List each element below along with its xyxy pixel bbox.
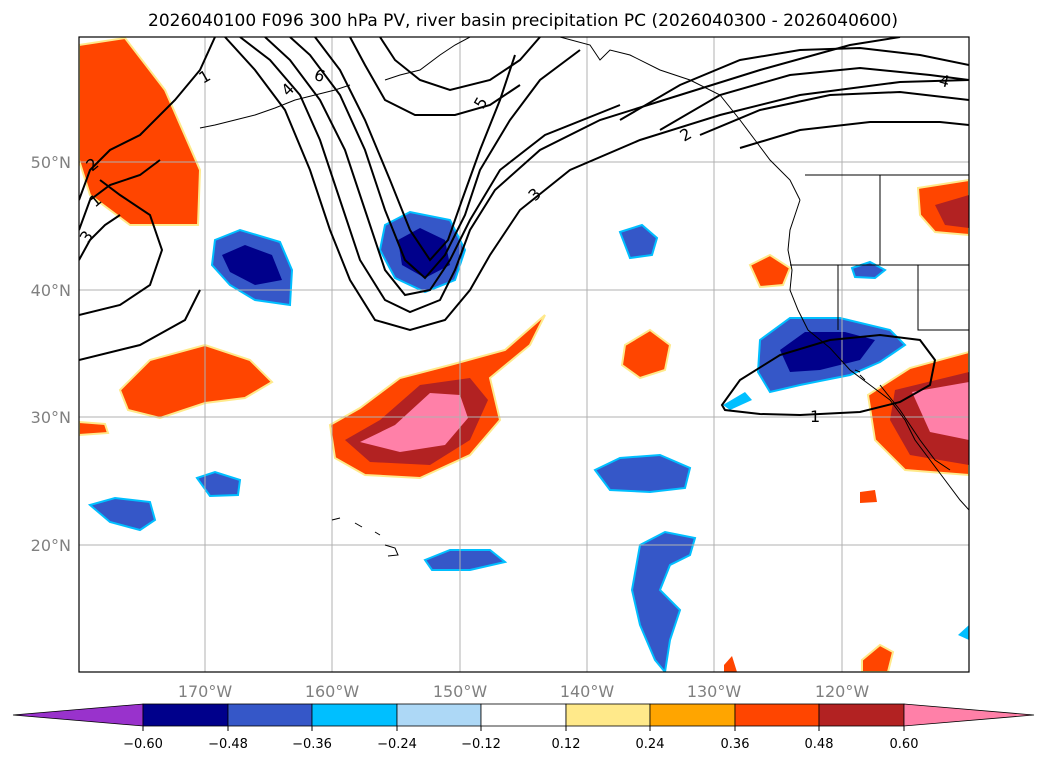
pv-contour-east-2 [659, 66, 969, 131]
colorbar-label: −0.36 [292, 737, 332, 752]
colorbar-bin [480, 703, 567, 727]
precip-neg-area-12 [958, 625, 969, 640]
coastlines [199, 37, 969, 557]
precip-neg-area-6 [593, 453, 692, 494]
colorbar-bin [734, 703, 820, 727]
pv-label: 1 [810, 407, 820, 426]
precip-area-tiny-bottom [724, 656, 737, 672]
lon-label-140w: 140°W [560, 682, 615, 701]
precip-neg-area-8 [87, 496, 157, 532]
colorbar-bin [649, 703, 736, 727]
lon-label-120w: 120°W [815, 682, 870, 701]
latitude-labels: 50°N 40°N 30°N 20°N [31, 153, 71, 555]
precip-area-center-peak [360, 393, 468, 452]
pv-contours [79, 37, 969, 417]
colorbar-bin [142, 703, 229, 727]
longitude-labels: 170°W 160°W 150°W 140°W 130°W 120°W [178, 682, 870, 701]
pv-contour-ridge [379, 37, 541, 92]
north-america-west-coast [787, 199, 969, 511]
precip-area-nw [79, 37, 202, 226]
precip-neg-area-3 [618, 223, 659, 260]
pv-contour-east-4 [739, 121, 969, 149]
colorbar-ticks [142, 726, 905, 731]
precip-neg-area-4 [850, 260, 887, 280]
positive-precip-areas [79, 37, 969, 672]
precip-neg-area-5-core [780, 332, 875, 372]
colorbar-label: −0.60 [123, 737, 163, 752]
colorbar-bin [818, 703, 905, 727]
lat-label-40n: 40°N [31, 281, 71, 300]
us-state-borders [790, 175, 969, 331]
colorbar-extend-high [903, 703, 1035, 727]
colorbar-labels: −0.60 −0.48 −0.36 −0.24 −0.12 0.12 0.24 … [123, 737, 918, 752]
pv-contour-trough-2 [264, 37, 621, 297]
map-frame [78, 36, 970, 673]
colorbar-bin [396, 703, 482, 727]
precip-neg-area-7 [195, 470, 242, 498]
hawaii-islands [331, 517, 399, 557]
colorbar-label: 0.60 [890, 737, 919, 752]
pv-contour-trough-5 [224, 37, 969, 332]
lon-label-160w: 160°W [305, 682, 360, 701]
precip-area-se-peak [912, 382, 969, 440]
map-panel[interactable]: 1 2 3 4 5 6 1 2 3 4 1 [76, 36, 970, 673]
colorbar-bin [227, 703, 313, 727]
precip-area-ne-core [935, 195, 969, 228]
colorbar-label: −0.12 [461, 737, 501, 752]
pv-contour-trough-3 [289, 37, 581, 280]
baja-islands [854, 369, 866, 381]
lat-label-20n: 20°N [31, 536, 71, 555]
colorbar-label: −0.24 [377, 737, 417, 752]
precip-neg-area-1-core [222, 245, 282, 285]
colorbar-bin [565, 703, 651, 727]
precip-neg-area-9 [423, 549, 508, 571]
colorbar-bin [311, 703, 398, 727]
precip-area-tiny-south [860, 490, 877, 503]
pv-contour-nw-2 [79, 159, 161, 231]
precip-area-small [620, 328, 672, 380]
lon-label-130w: 130°W [687, 682, 742, 701]
pv-contour-nw-3 [79, 214, 121, 261]
pv-label: 4 [937, 71, 952, 92]
precip-neg-area-10 [630, 530, 697, 672]
precip-area-tiny-se [861, 643, 895, 672]
precip-area-coast-small [748, 253, 792, 289]
pv-contour-nw-1 [79, 37, 216, 201]
colorbar: −0.60 −0.48 −0.36 −0.24 −0.12 0.12 0.24 … [12, 703, 1035, 752]
pv-contour-east-1 [619, 46, 969, 121]
pv-contour-trough-1 [239, 37, 901, 314]
aleutian-islands [199, 84, 351, 129]
lat-label-30n: 30°N [31, 408, 71, 427]
pv-contour-ridge-2 [349, 37, 521, 116]
lon-label-170w: 170°W [178, 682, 233, 701]
pv-contour-left-boundary [79, 179, 164, 316]
precip-neg-area-11 [723, 392, 752, 410]
baja-peninsula [879, 384, 951, 471]
colorbar-label: 0.36 [721, 737, 750, 752]
colorbar-extend-low [12, 703, 144, 727]
precip-area-mid [118, 343, 274, 420]
precipitation-field [79, 37, 969, 672]
colorbar-label: 0.24 [636, 737, 665, 752]
colorbar-label: 0.48 [805, 737, 834, 752]
colorbar-label: −0.48 [208, 737, 248, 752]
pv-contour-left-lower [79, 289, 201, 361]
pv-contour-cutoff [720, 333, 937, 417]
chart-title: 2026040100 F096 300 hPa PV, river basin … [148, 11, 898, 31]
precip-area-tiny-west [79, 420, 110, 437]
colorbar-label: 0.12 [552, 737, 581, 752]
pv-contour-east-3 [699, 90, 969, 136]
lat-label-50n: 50°N [31, 153, 71, 172]
graticule [79, 37, 969, 672]
lon-label-150w: 150°W [433, 682, 488, 701]
pv-contour-trough-4 [314, 37, 516, 262]
